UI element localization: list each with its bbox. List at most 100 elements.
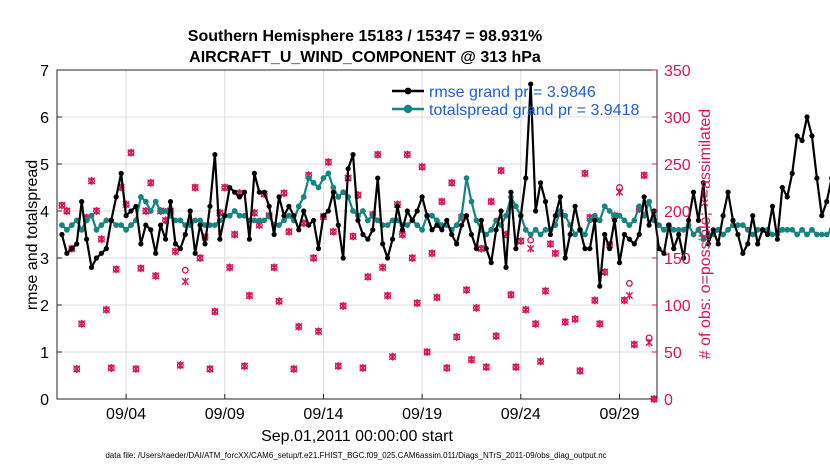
obs-assimilated-marker bbox=[324, 158, 333, 167]
obs-assimilated-marker bbox=[359, 363, 367, 372]
obs-assimilated-marker bbox=[137, 264, 145, 273]
rmse-point bbox=[755, 241, 761, 247]
legend-rmse: rmse grand pr = 3.9846 bbox=[392, 84, 596, 101]
totalspread-point bbox=[690, 231, 697, 238]
obs-assimilated-marker bbox=[531, 319, 540, 328]
obs-assimilated-marker bbox=[551, 249, 560, 258]
legend-rmse-label: rmse grand pr = 3.9846 bbox=[429, 84, 596, 101]
rmse-point bbox=[483, 246, 489, 252]
obs-possible-marker bbox=[625, 279, 633, 287]
totalspread-point bbox=[300, 194, 307, 200]
totalspread-point bbox=[680, 226, 687, 233]
totalspread-point bbox=[804, 231, 810, 238]
legend-rmse-swatch-marker bbox=[404, 87, 412, 95]
obs-assimilated-marker bbox=[309, 254, 318, 262]
x-tick-label: 09/19 bbox=[402, 406, 442, 423]
obs-assimilated-marker bbox=[541, 286, 550, 295]
totalspread-point bbox=[823, 231, 830, 238]
rmse-point bbox=[621, 231, 628, 238]
rmse-point bbox=[690, 189, 697, 195]
y-axis-left-label: rmse and totalspread bbox=[24, 160, 41, 310]
totalspread-point bbox=[601, 203, 608, 210]
totalspread-point bbox=[458, 212, 465, 219]
rmse-point bbox=[271, 231, 277, 238]
rmse-point bbox=[759, 227, 766, 233]
totalspread-point bbox=[404, 222, 411, 229]
rmse-point bbox=[281, 213, 287, 219]
totalspread-point bbox=[813, 231, 820, 238]
obs-assimilated-marker bbox=[383, 291, 392, 300]
rmse-point bbox=[167, 199, 174, 205]
rmse-point bbox=[98, 250, 105, 256]
obs-assimilated-marker bbox=[73, 364, 81, 373]
totalspread-point bbox=[113, 222, 120, 229]
rmse-point bbox=[636, 231, 642, 238]
totalspread-point bbox=[231, 208, 238, 214]
rmse-point bbox=[419, 194, 425, 200]
obs-assimilated-marker bbox=[492, 332, 500, 341]
y-right-tick-label: 100 bbox=[664, 298, 691, 315]
rmse-point bbox=[641, 194, 647, 200]
rmse-point bbox=[463, 213, 470, 219]
rmse-point bbox=[784, 194, 790, 200]
rmse-point bbox=[384, 255, 391, 261]
y-right-tick-label: 150 bbox=[664, 251, 691, 268]
x-tick-label: 09/29 bbox=[599, 406, 639, 423]
totalspread-point bbox=[670, 226, 677, 233]
rmse-point bbox=[375, 175, 381, 181]
obs-assimilated-marker bbox=[378, 263, 387, 272]
totalspread-point bbox=[725, 226, 731, 233]
rmse-point bbox=[518, 213, 524, 219]
rmse-point bbox=[256, 189, 262, 195]
rmse-point bbox=[291, 213, 297, 219]
chart-title-line2: AIRCRAFT_U_WIND_COMPONENT @ 313 hPa bbox=[189, 49, 541, 66]
rmse-point bbox=[261, 189, 267, 195]
rmse-point bbox=[513, 246, 519, 252]
totalspread-point bbox=[374, 217, 381, 224]
obs-assimilated-marker bbox=[92, 207, 101, 215]
totalspread-point bbox=[78, 226, 85, 233]
rmse-point bbox=[779, 184, 785, 191]
totalspread-point bbox=[586, 217, 593, 224]
rmse-point bbox=[814, 175, 820, 181]
totalspread-point bbox=[142, 198, 149, 205]
series-lines bbox=[59, 81, 830, 289]
rmse-point bbox=[774, 236, 780, 242]
rmse-line bbox=[60, 82, 830, 288]
plot-area bbox=[57, 70, 657, 399]
rmse-point bbox=[276, 194, 282, 200]
obs-possible-marker bbox=[181, 266, 189, 274]
totalspread-point bbox=[537, 231, 544, 238]
totalspread-point bbox=[192, 217, 199, 224]
obs-assimilated-marker bbox=[339, 301, 347, 310]
obs-assimilated-marker bbox=[536, 357, 545, 366]
totalspread-point bbox=[611, 212, 618, 219]
rmse-point bbox=[187, 208, 193, 214]
obs-assimilated-marker bbox=[497, 166, 505, 175]
rmse-point bbox=[103, 246, 109, 252]
obs-assimilated-marker bbox=[512, 363, 520, 372]
rmse-point bbox=[301, 208, 307, 214]
obs-assimilated-marker bbox=[428, 249, 436, 258]
totalspread-point bbox=[340, 189, 347, 196]
rmse-point bbox=[804, 114, 810, 120]
obs-assimilated-marker bbox=[226, 263, 234, 272]
obs-assimilated-marker bbox=[388, 352, 397, 361]
totalspread-point bbox=[591, 212, 598, 219]
rmse-point bbox=[306, 222, 312, 228]
rmse-point bbox=[148, 227, 154, 233]
rmse-point bbox=[246, 236, 253, 242]
obs-assimilated-marker bbox=[576, 366, 584, 375]
obs-assimilated-marker bbox=[181, 277, 189, 286]
rmse-point bbox=[88, 264, 95, 270]
rmse-point bbox=[616, 260, 623, 266]
y-right-tick-label: 200 bbox=[664, 204, 691, 221]
rmse-point bbox=[325, 208, 331, 214]
rmse-point bbox=[414, 208, 420, 214]
legend-totalspread: totalspread grand pr = 3.9418 bbox=[392, 102, 639, 119]
totalspread-point bbox=[419, 226, 426, 233]
rmse-point bbox=[473, 246, 480, 252]
totalspread-point bbox=[784, 226, 791, 233]
rmse-point bbox=[320, 213, 327, 219]
obs-assimilated-marker bbox=[438, 197, 446, 206]
